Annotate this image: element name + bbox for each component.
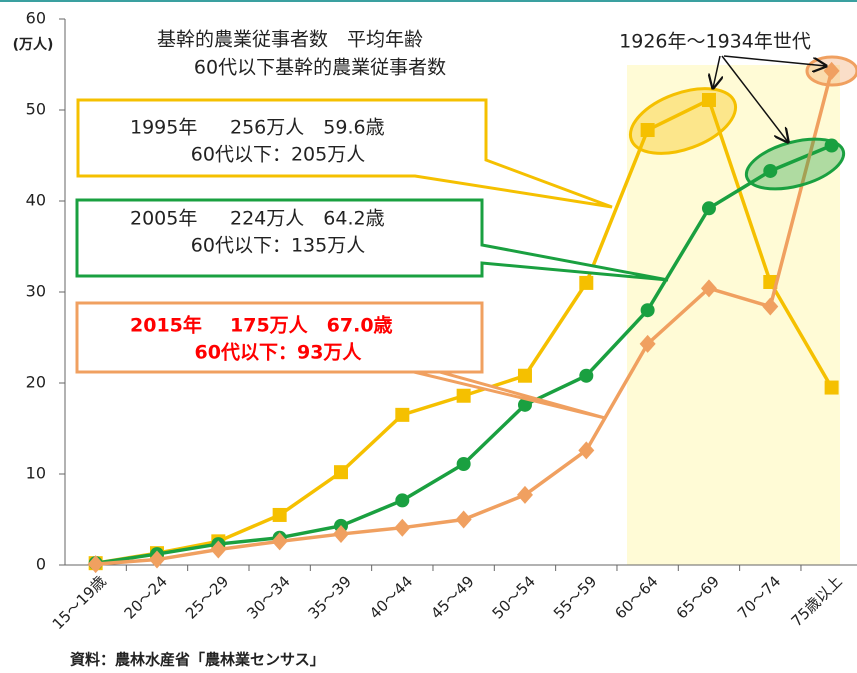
point [456, 388, 471, 403]
point [700, 279, 717, 298]
x-tick-label: 20～24 [121, 572, 171, 622]
callout-2005 [75, 198, 669, 282]
point [579, 275, 594, 290]
y-tick-label: 50 [26, 100, 46, 119]
x-tick-label: 65～69 [673, 572, 723, 622]
x-tick-label: 25～29 [182, 572, 232, 622]
point [578, 441, 595, 460]
series-summary: 224万人 64.2歳 [230, 208, 385, 230]
title-line: 基幹的農業従事者数 平均年齢 [157, 29, 423, 51]
annotation: 1926年～1934年世代 [619, 31, 811, 53]
y-tick-label: 10 [26, 464, 46, 483]
point [763, 274, 778, 289]
series-summary: 175万人 67.0歳 [230, 315, 393, 337]
point [394, 518, 411, 537]
y-tick-label: 60 [26, 9, 46, 28]
y-tick-label: 40 [26, 191, 46, 210]
x-tick-label: 45～49 [427, 572, 477, 622]
point [332, 525, 349, 544]
point [640, 123, 655, 138]
point [701, 92, 716, 107]
source: 資料：農林水産省「農林業センサス」 [70, 651, 325, 669]
series-sub: 60代以下：135万人 [191, 235, 365, 257]
callout-2015 [75, 301, 606, 420]
series [87, 61, 840, 574]
x-tick-label: 40～44 [366, 572, 416, 622]
point [763, 163, 778, 178]
point [640, 303, 655, 318]
y-axis-label: (万人) [13, 36, 54, 53]
point [516, 485, 533, 504]
point [148, 550, 165, 569]
x-tick-label: 15～19歳 [49, 572, 110, 633]
point [210, 540, 227, 559]
y-tick-label: 30 [26, 282, 46, 301]
series-summary: 256万人 59.6歳 [230, 117, 385, 139]
series-sub: 60代以下：205万人 [191, 144, 365, 166]
point [395, 407, 410, 422]
x-tick-label: 30～34 [243, 572, 293, 622]
x-tick-label: 55～59 [550, 572, 600, 622]
point [824, 380, 839, 395]
x-tick-label: 60～64 [611, 572, 661, 622]
highlight-ellipse [628, 87, 738, 155]
point [701, 201, 716, 216]
series-name: 2015年 [130, 314, 202, 337]
point [639, 334, 656, 353]
annotation-arrows [713, 55, 826, 142]
point [87, 555, 104, 574]
point [517, 368, 532, 383]
y-tick-label: 0 [36, 555, 46, 574]
point [333, 465, 348, 480]
x-tick-label: 75歳以上 [788, 572, 846, 630]
highlight-ellipse [805, 55, 857, 87]
point [272, 507, 287, 522]
point [517, 397, 532, 412]
callout-texts: 1995年 256万人 59.6歳 60代以下：205万人 2005年 224万人 64… [130, 117, 393, 364]
series-sub: 60代以下：93万人 [195, 342, 363, 364]
callout-1995 [76, 98, 613, 209]
point [271, 532, 288, 551]
x-tick-label: 70～74 [734, 572, 784, 622]
generation-highlight [627, 65, 840, 565]
point [456, 456, 471, 471]
series-name: 1995年 [130, 117, 197, 139]
point [579, 368, 594, 383]
series-name: 2005年 [130, 208, 197, 230]
y-tick-label: 20 [26, 373, 46, 392]
x-tick-label: 50～54 [489, 572, 539, 622]
x-tick-label: 35～39 [305, 572, 355, 622]
title-line: 60代以下基幹的農業従事者数 [194, 57, 446, 79]
point [455, 510, 472, 529]
point [762, 297, 779, 316]
point [395, 493, 410, 508]
